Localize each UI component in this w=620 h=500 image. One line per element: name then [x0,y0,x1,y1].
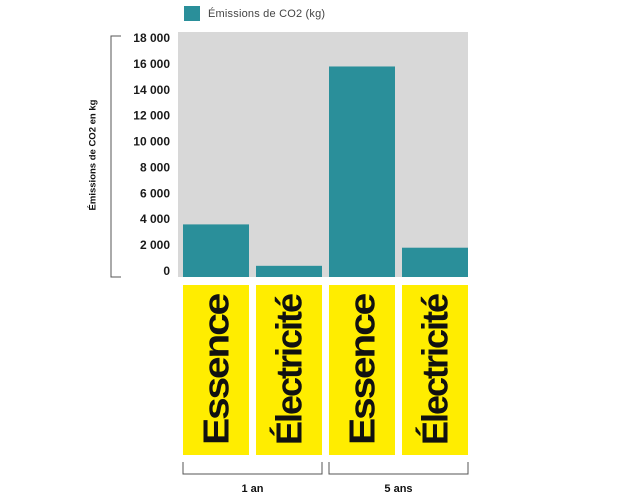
y-tick-label: 0 [163,264,170,278]
y-axis-bracket [110,35,121,278]
bar [329,66,395,277]
category-label: Essence [342,294,383,445]
category-box [402,285,468,455]
group-bracket [328,462,469,475]
group-bracket [182,462,323,475]
y-tick-label: 10 000 [133,135,170,149]
chart-legend: Émissions de CO2 (kg) [184,6,325,21]
bar [183,224,249,277]
category-box [183,285,249,455]
category-label: Essence [196,294,237,445]
y-tick-label: 6 000 [140,186,170,200]
legend-label: Émissions de CO2 (kg) [208,7,326,20]
y-tick-label: 16 000 [133,57,170,71]
y-tick-label: 8 000 [140,160,170,174]
category-box [329,285,395,455]
y-tick-label: 14 000 [133,83,170,97]
category-label: Électricité [415,294,456,445]
y-tick-label: 18 000 [133,31,170,45]
category-label: Électricité [269,294,310,445]
y-tick-label: 12 000 [133,109,170,123]
legend-swatch [184,6,200,21]
y-tick-label: 2 000 [140,238,170,252]
category-box [256,285,322,455]
bar [402,247,468,277]
y-tick-label: 4 000 [140,212,170,226]
group-label: 1 an [241,483,263,495]
group-label: 5 ans [384,483,412,495]
bar [256,265,322,277]
